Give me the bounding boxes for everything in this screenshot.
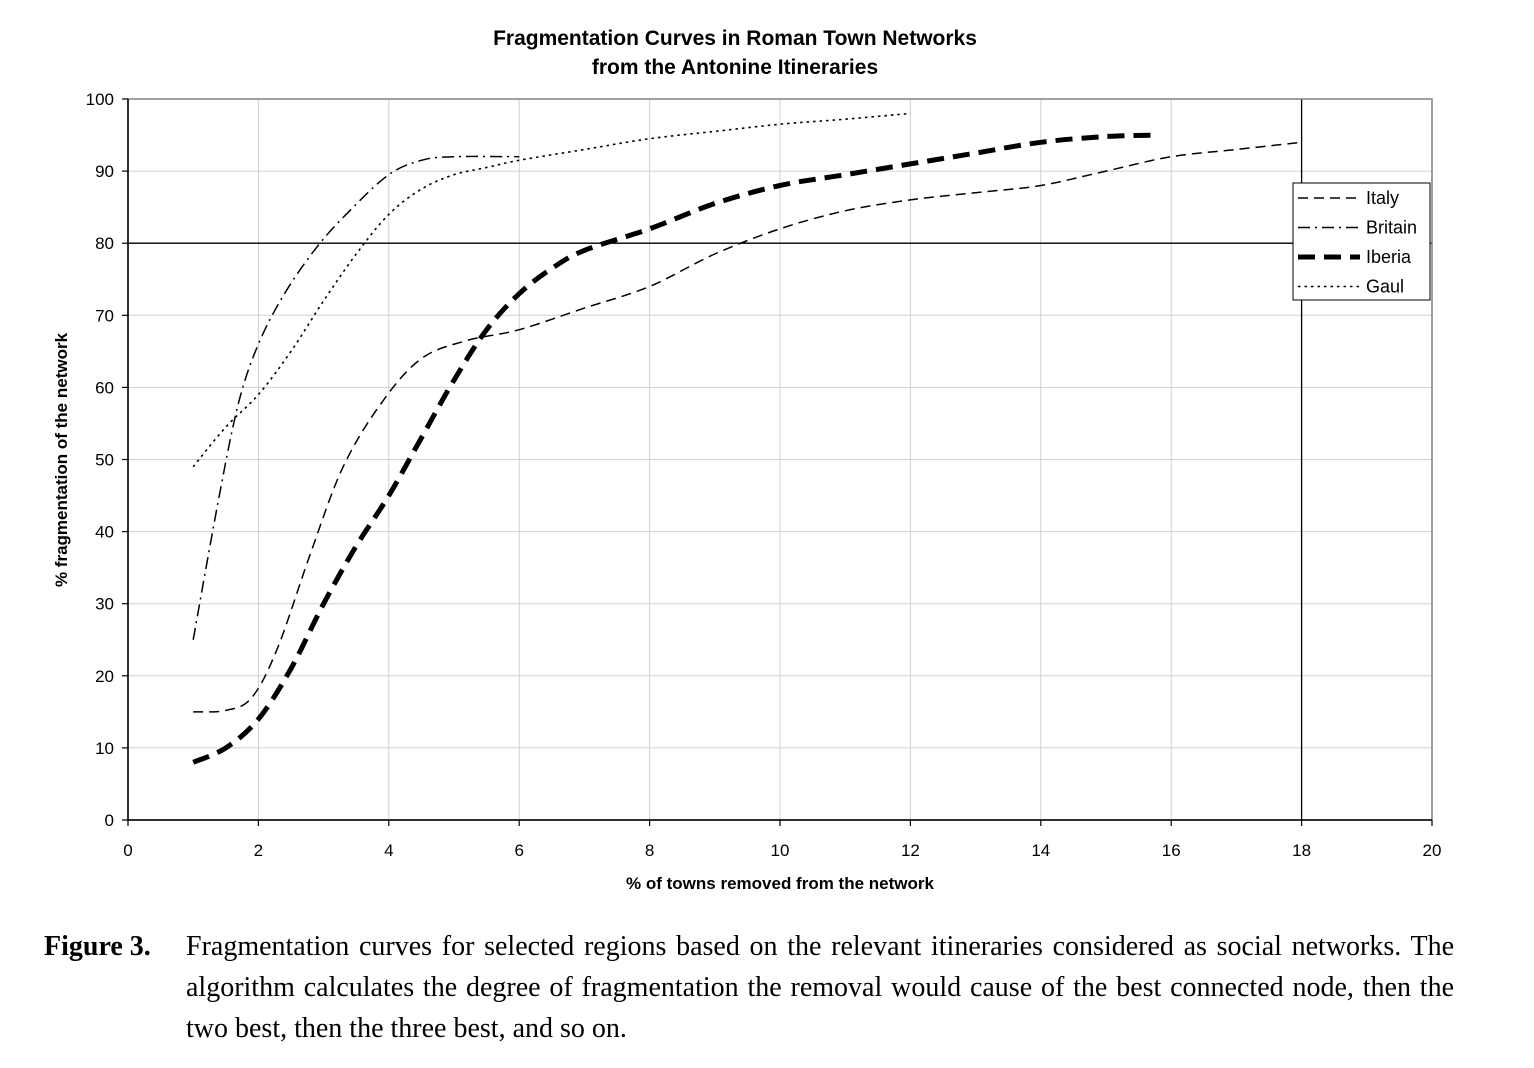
fragmentation-chart: Fragmentation Curves in Roman Town Netwo… [52, 27, 1442, 893]
legend-label-italy: Italy [1366, 188, 1399, 208]
x-tick-label: 18 [1292, 841, 1311, 860]
y-tick-label: 90 [95, 162, 114, 181]
y-tick-label: 40 [95, 523, 114, 542]
x-tick-label: 12 [901, 841, 920, 860]
y-tick-label: 30 [95, 595, 114, 614]
series-line-iberia [192, 132, 1159, 765]
legend-label-britain: Britain [1366, 218, 1417, 238]
tick-labels: 0 2 4 6 8 10 12 14 16 18 20 0 10 20 30 40 50 60 70 80 90 100 [86, 90, 1442, 860]
axes [122, 98, 1433, 826]
y-tick-label: 50 [95, 451, 114, 470]
y-tick-label: 60 [95, 378, 114, 397]
legend-label-iberia: Iberia [1366, 247, 1412, 267]
x-tick-label: 8 [645, 841, 654, 860]
x-axis-label: % of towns removed from the network [626, 874, 934, 893]
series-line-gaul [192, 112, 911, 468]
y-axis-label: % fragmentation of the network [52, 332, 71, 587]
chart-title-line-2: from the Antonine Itineraries [592, 56, 878, 79]
x-tick-label: 6 [514, 841, 523, 860]
x-tick-label: 4 [384, 841, 393, 860]
legend: Italy Britain Iberia Gaul [1292, 182, 1431, 301]
x-tick-label: 20 [1423, 841, 1442, 860]
x-tick-label: 14 [1031, 841, 1050, 860]
series-line-britain [192, 155, 520, 640]
y-tick-label: 70 [95, 306, 114, 325]
y-tick-label: 20 [95, 667, 114, 686]
chart-title-line-1: Fragmentation Curves in Roman Town Netwo… [493, 27, 977, 50]
series-lines [192, 112, 1302, 765]
legend-box [1292, 182, 1431, 301]
legend-label-gaul: Gaul [1366, 277, 1404, 297]
figure-caption: Figure 3. Fragmentation curves for selec… [44, 926, 1454, 1049]
caption-text: Fragmentation curves for selected region… [186, 931, 1454, 1044]
series-line-italy [193, 141, 1302, 713]
x-tick-label: 2 [254, 841, 263, 860]
y-tick-label: 100 [86, 90, 114, 109]
y-tick-label: 10 [95, 739, 114, 758]
grid-lines [128, 99, 1432, 820]
x-tick-label: 10 [771, 841, 790, 860]
x-tick-label: 0 [123, 841, 132, 860]
x-tick-label: 16 [1162, 841, 1181, 860]
y-tick-label: 0 [105, 811, 114, 830]
y-tick-label: 80 [95, 234, 114, 253]
caption-label: Figure 3. [44, 931, 151, 962]
